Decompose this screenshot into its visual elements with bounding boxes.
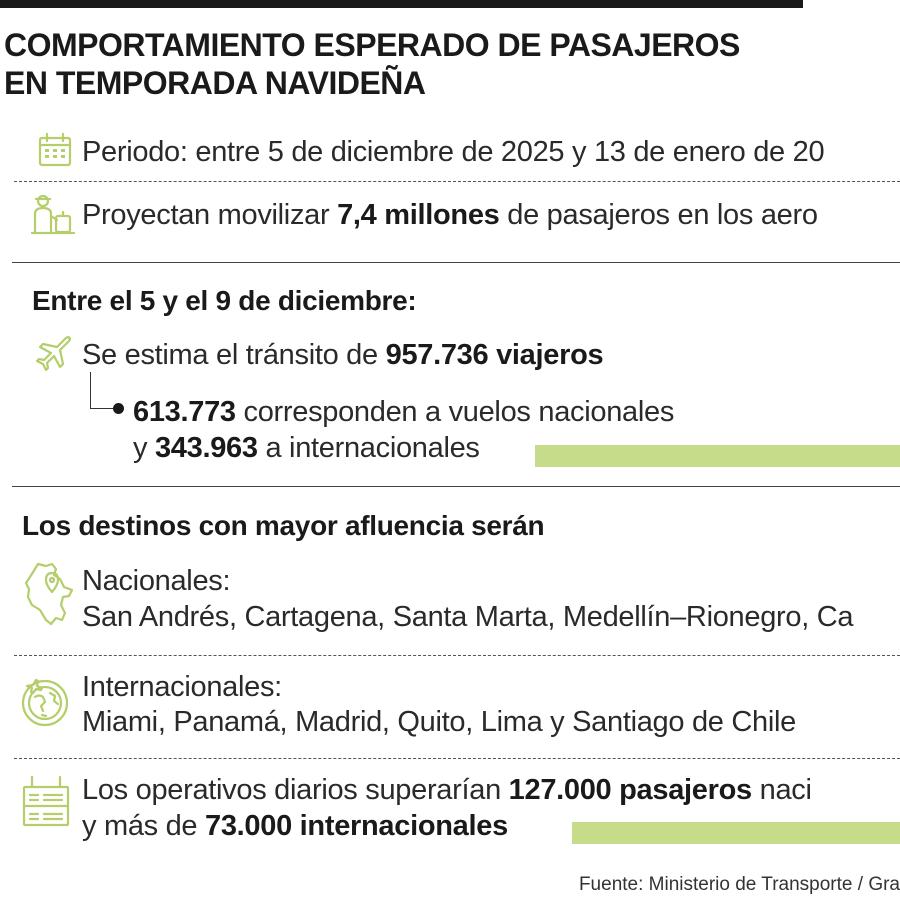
calendar-icon [36,131,76,176]
destinos-internacionales-label: Internacionales: [82,671,282,703]
divider-dashed [14,655,900,656]
proyeccion-text: Proyectan movilizar 7,4 millones de pasa… [82,199,818,231]
page-title: COMPORTAMIENTO ESPERADO DE PASAJEROS EN … [4,26,740,102]
airplane-icon [34,332,74,377]
destinos-nacionales-list: San Andrés, Cartagena, Santa Marta, Mede… [82,601,854,633]
bullet-dot [113,403,124,414]
transito-text: Se estima el tránsito de 957.736 viajero… [82,339,604,371]
section-heading-destinos: Los destinos con mayor afluencia serán [22,510,545,541]
source-credit: Fuente: Ministerio de Transporte / Gra [578,874,900,895]
worker-luggage-icon [30,192,76,241]
periodo-text: Periodo: entre 5 de diciembre de 2025 y … [82,136,825,168]
operativos-line-2: y más de 73.000 internacionales [82,810,508,842]
title-line-1: COMPORTAMIENTO ESPERADO DE PASAJEROS [4,27,740,63]
section-heading-diciembre: Entre el 5 y el 9 de diciembre: [32,285,417,316]
top-rule [0,0,803,8]
accent-bar [572,822,900,844]
operativos-line-1: Los operativos diarios superarían 127.00… [82,774,812,806]
departures-board-icon [20,775,74,838]
connector-horizontal [90,408,116,409]
destinos-nacionales-label: Nacionales: [82,565,231,597]
nacionales-text: 613.773 corresponden a vuelos nacionales [133,396,675,428]
divider-dashed [14,758,900,759]
globe-plane-icon [18,675,72,734]
connector-vertical [90,372,91,408]
colombia-map-pin-icon [20,560,74,637]
destinos-internacionales-list: Miami, Panamá, Madrid, Quito, Lima y San… [82,706,796,738]
accent-bar [535,445,900,467]
divider-dashed [14,181,900,182]
divider-solid [12,262,900,263]
divider-solid [12,486,900,487]
internacionales-text: y 343.963 a internacionales [133,432,480,464]
title-line-2: EN TEMPORADA NAVIDEÑA [4,65,426,101]
